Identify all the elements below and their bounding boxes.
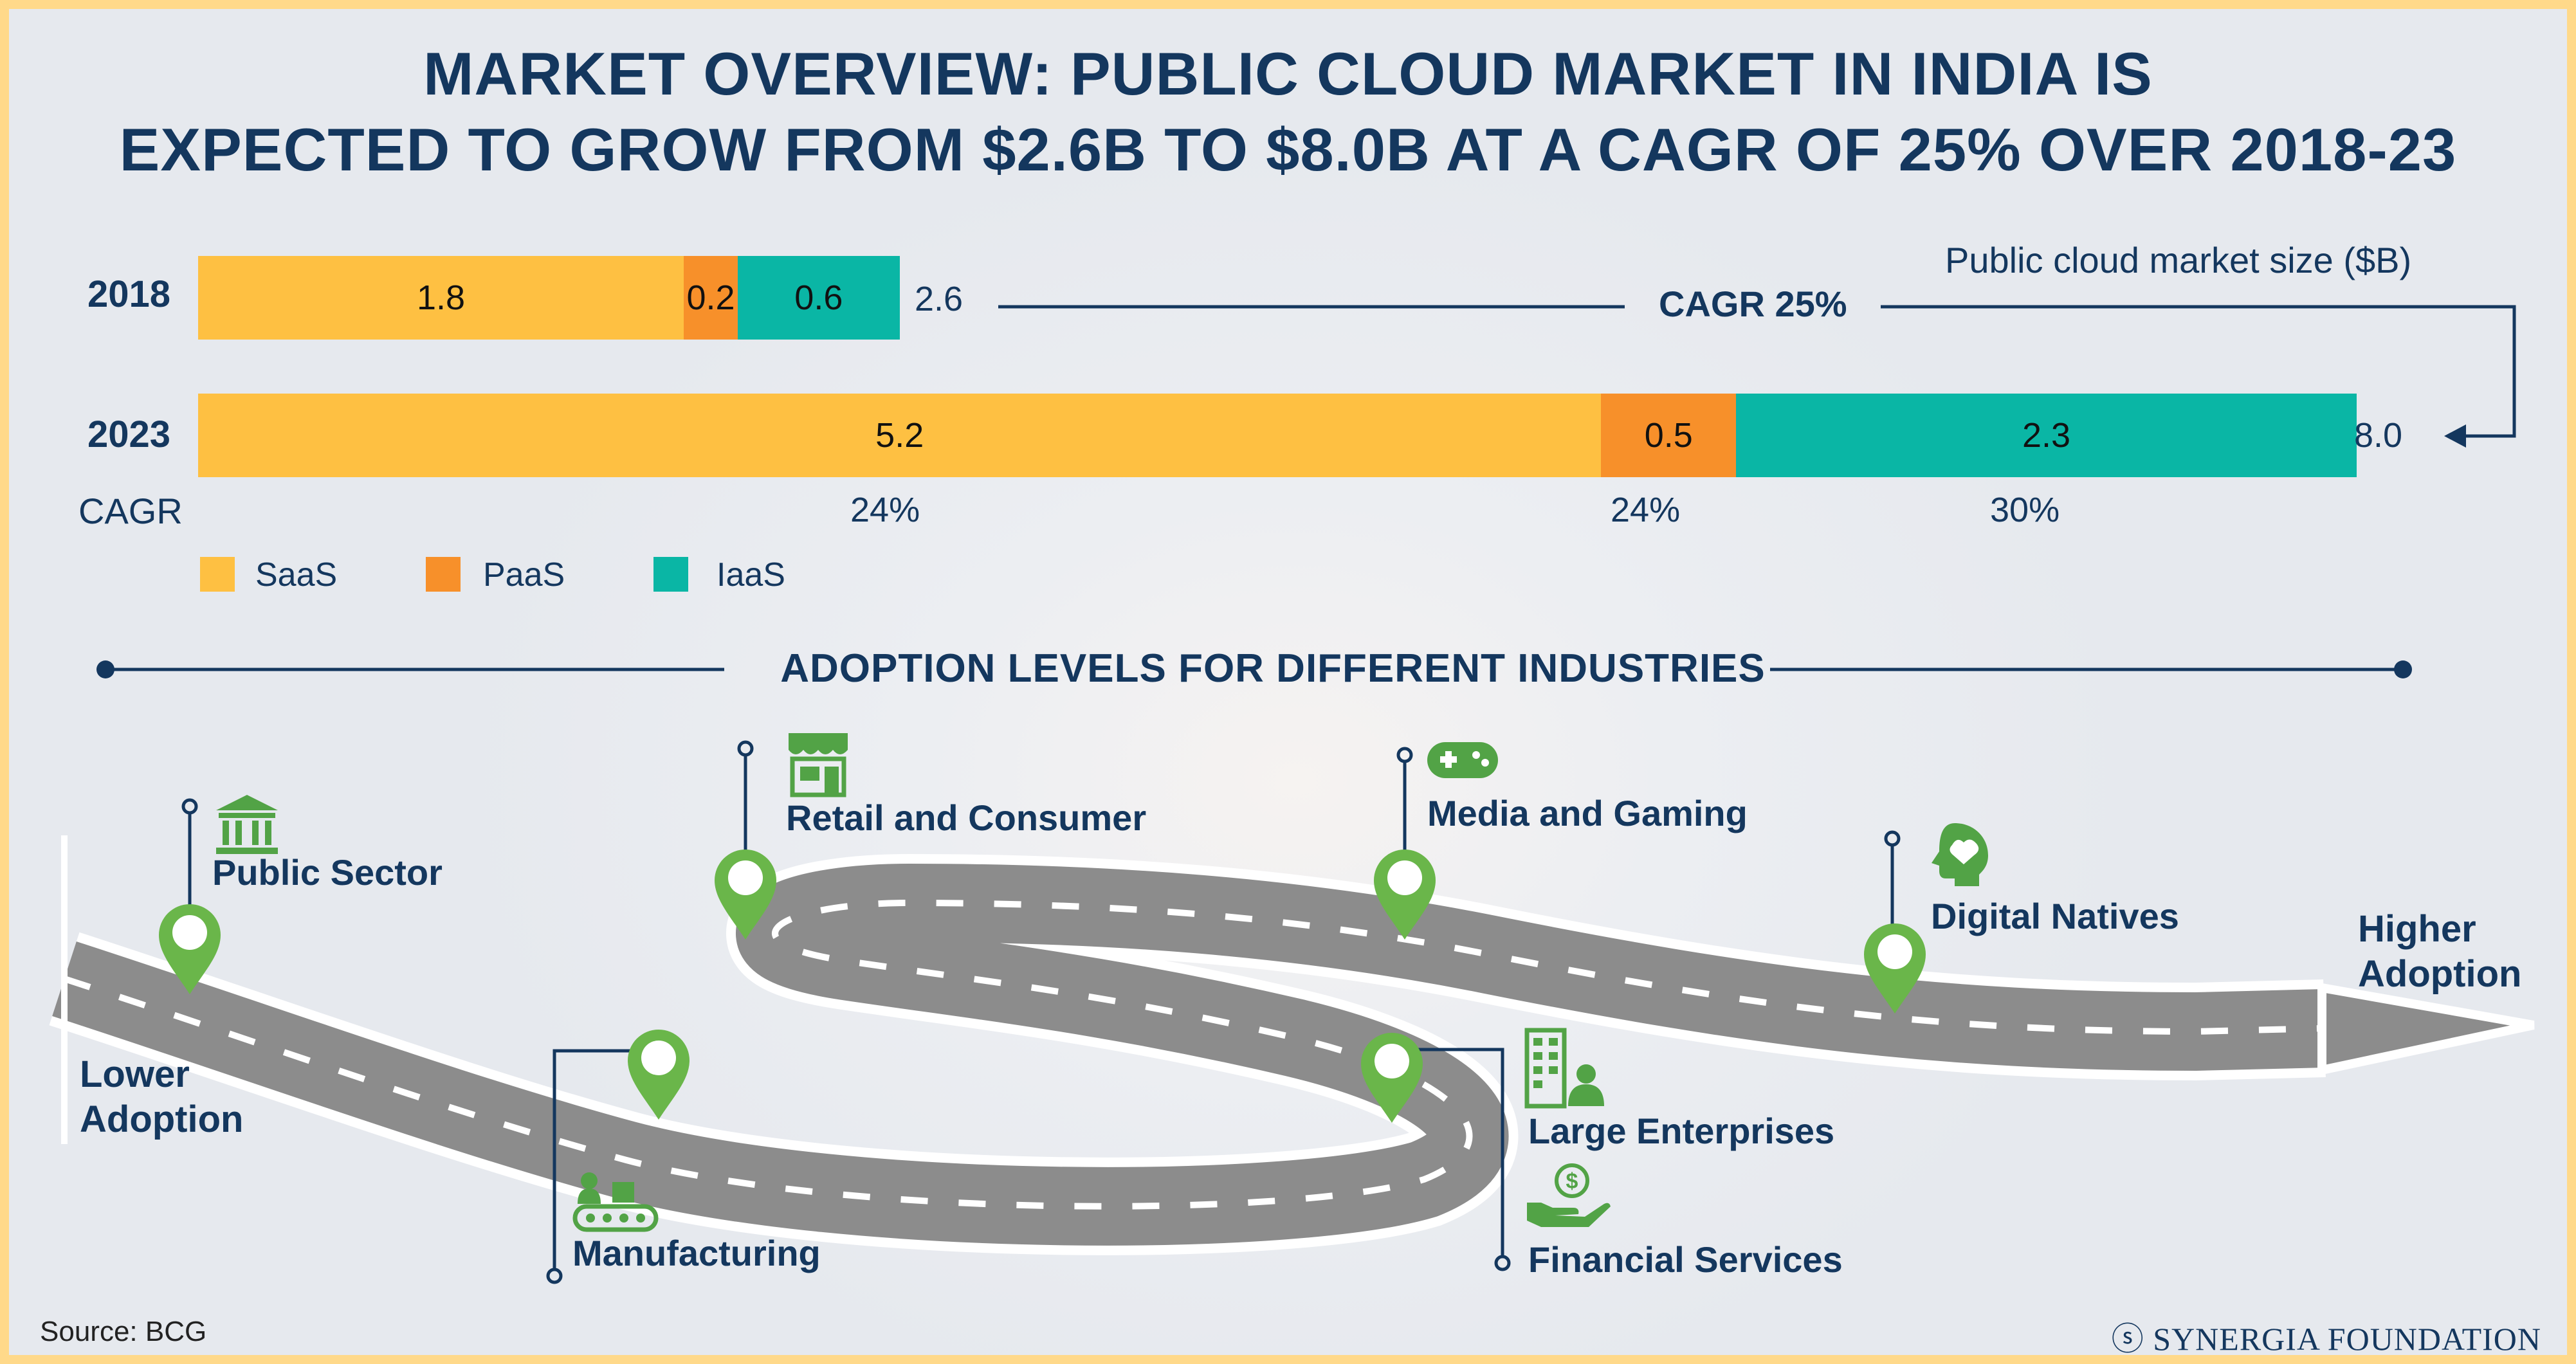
conveyor-belt-icon: [572, 1172, 659, 1232]
category-label-2023: 2023: [87, 414, 171, 455]
bar-label-paas-2018: 0.2: [686, 278, 735, 317]
higher-adoption-label: Higher Adoption: [2358, 907, 2521, 997]
industry-label-financial: Financial Services: [1528, 1239, 1843, 1280]
title-line-2: EXPECTED TO GROW FROM $2.6B TO $8.0B AT …: [119, 116, 2457, 183]
higher-adoption-line-1: Higher: [2358, 908, 2476, 950]
bar-saas-2023: 5.2: [198, 394, 1602, 477]
bar-saas-2018: 1.8: [198, 256, 684, 340]
bar-label-paas-2023: 0.5: [1644, 416, 1693, 455]
pin-digital: [1864, 923, 1926, 1014]
cagr-iaas: 30%: [1990, 491, 2060, 529]
overall-cagr-label: CAGR 25%: [1659, 284, 1847, 324]
lower-adoption-line-2: Adoption: [80, 1098, 244, 1140]
cagr-saas: 24%: [850, 491, 920, 529]
bar-iaas-2023: 2.3: [1736, 394, 2357, 477]
bar-iaas-2018: 0.6: [738, 256, 900, 340]
svg-text:$: $: [1566, 1169, 1578, 1194]
chart-title: Public cloud market size ($B): [1945, 240, 2412, 280]
industry-label-large-enterprises: Large Enterprises: [1528, 1111, 1835, 1151]
bar-label-iaas-2023: 2.3: [2022, 416, 2071, 455]
category-label-2018: 2018: [87, 273, 171, 315]
office-building-person-icon: [1524, 1028, 1604, 1109]
bar-paas-2018: 0.2: [684, 256, 738, 340]
industry-label-media: Media and Gaming: [1427, 793, 1748, 833]
bar-label-saas-2018: 1.8: [417, 278, 466, 317]
brand-symbol-icon: ⓢ: [2111, 1321, 2144, 1357]
hand-dollar-icon: $: [1527, 1163, 1611, 1227]
brand-name: SYNERGIA FOUNDATION: [2153, 1321, 2541, 1357]
storefront-icon: [789, 733, 848, 797]
industry-label-digital: Digital Natives: [1931, 896, 2179, 936]
legend-swatch-saas: [200, 557, 235, 592]
government-building-icon: [216, 795, 278, 854]
total-label-2023: 8.0: [2354, 416, 2403, 455]
bar-paas-2023: 0.5: [1601, 394, 1737, 477]
legend-label-paas: PaaS: [483, 556, 565, 594]
brand-logo: ⓢ SYNERGIA FOUNDATION: [2111, 1313, 2541, 1357]
pin-large-enterprises: [1361, 1033, 1423, 1123]
cagr-paas: 24%: [1611, 491, 1681, 529]
adoption-title: ADOPTION LEVELS FOR DIFFERENT INDUSTRIES: [780, 646, 1766, 691]
title-line-1: MARKET OVERVIEW: PUBLIC CLOUD MARKET IN …: [423, 40, 2153, 107]
higher-adoption-line-2: Adoption: [2358, 953, 2522, 995]
industry-label-retail: Retail and Consumer: [786, 797, 1147, 838]
cagr-row-label: CAGR: [78, 491, 183, 531]
industry-label-manufacturing: Manufacturing: [572, 1233, 821, 1273]
gamepad-icon: [1427, 742, 1498, 778]
industry-label-public-sector: Public Sector: [212, 852, 443, 893]
pin-public-sector: [159, 904, 221, 994]
page-title: MARKET OVERVIEW: PUBLIC CLOUD MARKET IN …: [9, 36, 2567, 188]
pin-media: [1374, 850, 1436, 940]
bar-label-iaas-2018: 0.6: [794, 278, 843, 317]
lower-adoption-line-1: Lower: [80, 1053, 190, 1095]
legend-swatch-paas: [426, 557, 461, 592]
total-label-2018: 2.6: [915, 280, 964, 318]
legend-label-iaas: IaaS: [717, 556, 785, 594]
lower-adoption-label: Lower Adoption: [80, 1052, 243, 1142]
pin-manufacturing: [628, 1030, 690, 1120]
legend-label-saas: SaaS: [255, 556, 338, 594]
legend-swatch-iaas: [653, 557, 688, 592]
bar-label-saas-2023: 5.2: [875, 416, 924, 455]
source-note: Source: BCG: [40, 1316, 207, 1347]
pin-retail: [715, 850, 776, 940]
brain-head-icon: [1932, 823, 1988, 886]
